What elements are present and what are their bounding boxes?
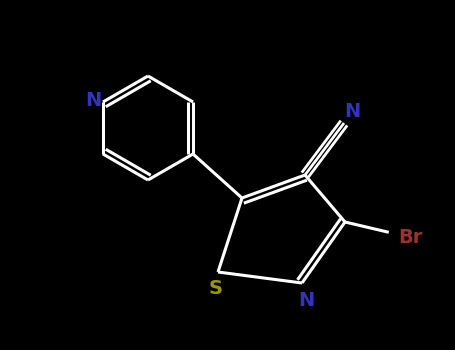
Text: S: S [209,280,223,299]
Text: Br: Br [398,228,422,247]
Text: N: N [298,290,314,309]
Text: N: N [344,102,360,121]
Text: N: N [85,91,101,110]
